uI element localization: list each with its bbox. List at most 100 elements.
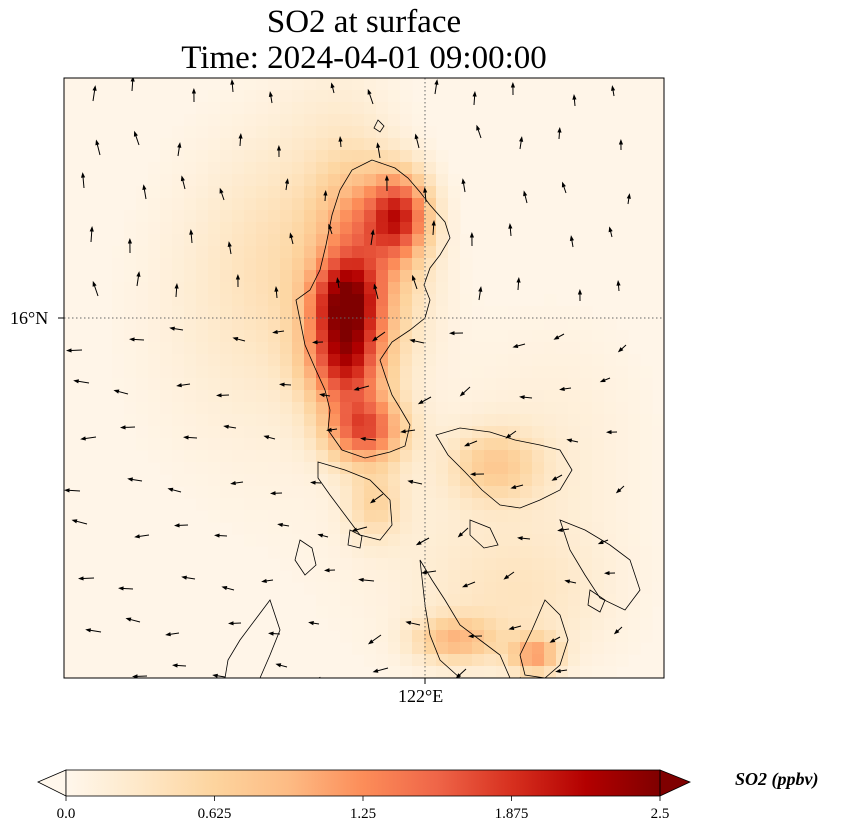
- so2-cell: [364, 414, 377, 427]
- so2-cell: [568, 522, 581, 535]
- so2-cell: [472, 354, 485, 367]
- so2-cell: [568, 630, 581, 643]
- so2-cell: [268, 402, 281, 415]
- so2-cell: [208, 258, 221, 271]
- wind-arrow-head: [369, 498, 376, 504]
- so2-cell: [292, 414, 305, 427]
- so2-cell: [256, 366, 269, 379]
- so2-cell: [136, 294, 149, 307]
- so2-cell: [460, 546, 473, 559]
- so2-cell: [316, 582, 329, 595]
- so2-cell: [292, 78, 305, 91]
- so2-cell: [268, 102, 281, 115]
- so2-cell: [124, 330, 137, 343]
- so2-cell: [568, 426, 581, 439]
- so2-cell: [316, 186, 329, 199]
- so2-cell: [568, 414, 581, 427]
- so2-cell: [508, 498, 521, 511]
- so2-cell: [124, 366, 137, 379]
- so2-cell: [580, 606, 593, 619]
- so2-cell: [412, 474, 425, 487]
- so2-cell: [304, 234, 317, 247]
- so2-cell: [160, 318, 173, 331]
- so2-cell: [160, 402, 173, 415]
- so2-cell: [280, 498, 293, 511]
- wind-arrow-head: [319, 393, 325, 398]
- so2-cell: [556, 606, 569, 619]
- so2-cell: [244, 522, 257, 535]
- so2-cell: [388, 294, 401, 307]
- so2-cell: [604, 546, 617, 559]
- so2-cell: [244, 438, 257, 451]
- so2-cell: [172, 342, 185, 355]
- so2-cell: [448, 594, 461, 607]
- so2-cell: [328, 558, 341, 571]
- wind-arrow-head: [351, 527, 358, 532]
- so2-cell: [508, 642, 521, 655]
- so2-cell: [196, 102, 209, 115]
- so2-cell: [364, 522, 377, 535]
- so2-cell: [604, 414, 617, 427]
- so2-cell: [628, 474, 641, 487]
- so2-cell: [436, 558, 449, 571]
- so2-cell: [364, 546, 377, 559]
- so2-cell: [472, 426, 485, 439]
- so2-cell: [424, 522, 437, 535]
- so2-cell: [256, 102, 269, 115]
- so2-cell: [544, 474, 557, 487]
- so2-cell: [328, 234, 341, 247]
- so2-cell: [400, 270, 413, 283]
- wind-arrow-head: [73, 379, 79, 384]
- so2-cell: [616, 378, 629, 391]
- so2-cell: [280, 414, 293, 427]
- so2-cell: [436, 546, 449, 559]
- so2-cell: [172, 474, 185, 487]
- so2-cell: [304, 354, 317, 367]
- so2-cell: [328, 126, 341, 139]
- so2-cell: [124, 414, 137, 427]
- so2-cell: [184, 486, 197, 499]
- so2-cell: [328, 354, 341, 367]
- so2-cell: [268, 198, 281, 211]
- so2-cell: [376, 114, 389, 127]
- so2-cell: [436, 306, 449, 319]
- so2-cell: [244, 366, 257, 379]
- so2-cell: [400, 390, 413, 403]
- so2-cell: [208, 474, 221, 487]
- wind-arrow-head: [120, 425, 126, 430]
- so2-cell: [352, 318, 365, 331]
- so2-cell: [352, 510, 365, 523]
- so2-cell: [244, 378, 257, 391]
- so2-cell: [292, 438, 305, 451]
- so2-cell: [292, 282, 305, 295]
- so2-cell: [256, 210, 269, 223]
- so2-cell: [436, 270, 449, 283]
- so2-cell: [316, 402, 329, 415]
- so2-cell: [340, 162, 353, 175]
- so2-cell: [196, 138, 209, 151]
- so2-cell: [340, 294, 353, 307]
- so2-cell: [136, 282, 149, 295]
- so2-cell: [208, 270, 221, 283]
- so2-cell: [448, 534, 461, 547]
- so2-cell: [436, 450, 449, 463]
- so2-cell: [172, 186, 185, 199]
- so2-cell: [208, 90, 221, 103]
- so2-cell: [232, 522, 245, 535]
- so2-cell: [208, 150, 221, 163]
- so2-cell: [172, 210, 185, 223]
- so2-cell: [424, 126, 437, 139]
- so2-cell: [244, 198, 257, 211]
- so2-cell: [544, 570, 557, 583]
- so2-cell: [556, 342, 569, 355]
- so2-cell: [364, 162, 377, 175]
- so2-cell: [376, 642, 389, 655]
- so2-cell: [496, 510, 509, 523]
- so2-cell: [160, 426, 173, 439]
- so2-cell: [316, 546, 329, 559]
- so2-cell: [580, 582, 593, 595]
- so2-cell: [532, 582, 545, 595]
- so2-cell: [448, 666, 461, 678]
- wind-arrow-head: [118, 586, 124, 591]
- so2-cell: [352, 438, 365, 451]
